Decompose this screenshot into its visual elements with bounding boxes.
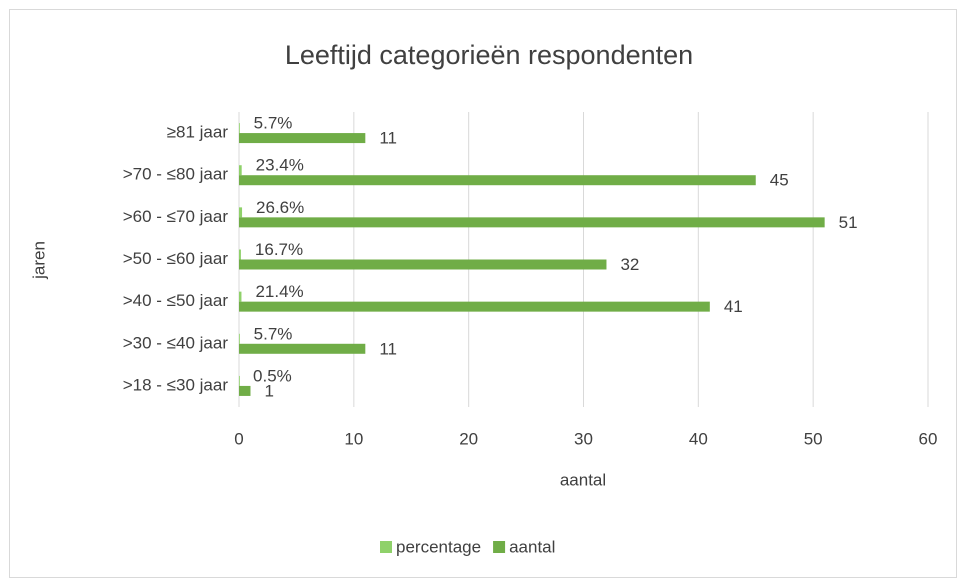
- bar: [239, 301, 710, 312]
- legend-label: aantal: [509, 537, 555, 556]
- y-tick-label: ≥81 jaar: [167, 123, 229, 142]
- bar: [239, 175, 756, 186]
- y-axis-label: jaren: [29, 241, 48, 280]
- y-tick-label: >40 - ≤50 jaar: [123, 291, 229, 310]
- data-label: 51: [839, 213, 858, 232]
- bar: [239, 385, 251, 396]
- bar: [239, 249, 241, 260]
- data-label: 32: [620, 255, 639, 274]
- y-tick-label: >50 - ≤60 jaar: [123, 249, 229, 268]
- x-tick-label: 40: [689, 429, 708, 448]
- bar: [239, 207, 243, 218]
- data-label: 5.7%: [254, 324, 293, 343]
- chart-title: Leeftijd categorieën respondenten: [285, 40, 693, 70]
- data-label: 1: [264, 381, 273, 400]
- x-tick-label: 10: [344, 429, 363, 448]
- x-axis-label: aantal: [560, 470, 606, 489]
- bar: [239, 291, 242, 302]
- y-tick-label: >30 - ≤40 jaar: [123, 333, 229, 352]
- bar: [239, 259, 607, 270]
- chart-border: [9, 9, 957, 578]
- bar: [239, 333, 240, 344]
- x-tick-label: 20: [459, 429, 478, 448]
- y-tick-label: >60 - ≤70 jaar: [123, 207, 229, 226]
- x-tick-label: 30: [574, 429, 593, 448]
- bar: [239, 343, 366, 354]
- data-label: 16.7%: [255, 240, 303, 259]
- y-tick-label: >18 - ≤30 jaar: [123, 375, 229, 394]
- data-label: 5.7%: [254, 114, 293, 133]
- data-label: 11: [379, 129, 397, 148]
- data-label: 26.6%: [256, 198, 304, 217]
- legend-label: percentage: [396, 537, 481, 556]
- data-label: 45: [770, 171, 789, 190]
- legend-swatch: [380, 541, 392, 553]
- bar: [239, 133, 366, 144]
- legend-swatch: [493, 541, 506, 553]
- bar: [239, 375, 240, 386]
- data-label: 0.5%: [253, 366, 292, 385]
- bar: [239, 165, 242, 176]
- bar: [239, 123, 240, 134]
- data-label: 41: [724, 297, 743, 316]
- data-label: 23.4%: [256, 156, 304, 175]
- x-tick-label: 0: [234, 429, 243, 448]
- data-label: 21.4%: [255, 282, 303, 301]
- y-tick-label: >70 - ≤80 jaar: [123, 165, 229, 184]
- data-label: 11: [379, 339, 397, 358]
- bar: [239, 217, 825, 228]
- x-tick-label: 50: [804, 429, 823, 448]
- x-tick-label: 60: [919, 429, 938, 448]
